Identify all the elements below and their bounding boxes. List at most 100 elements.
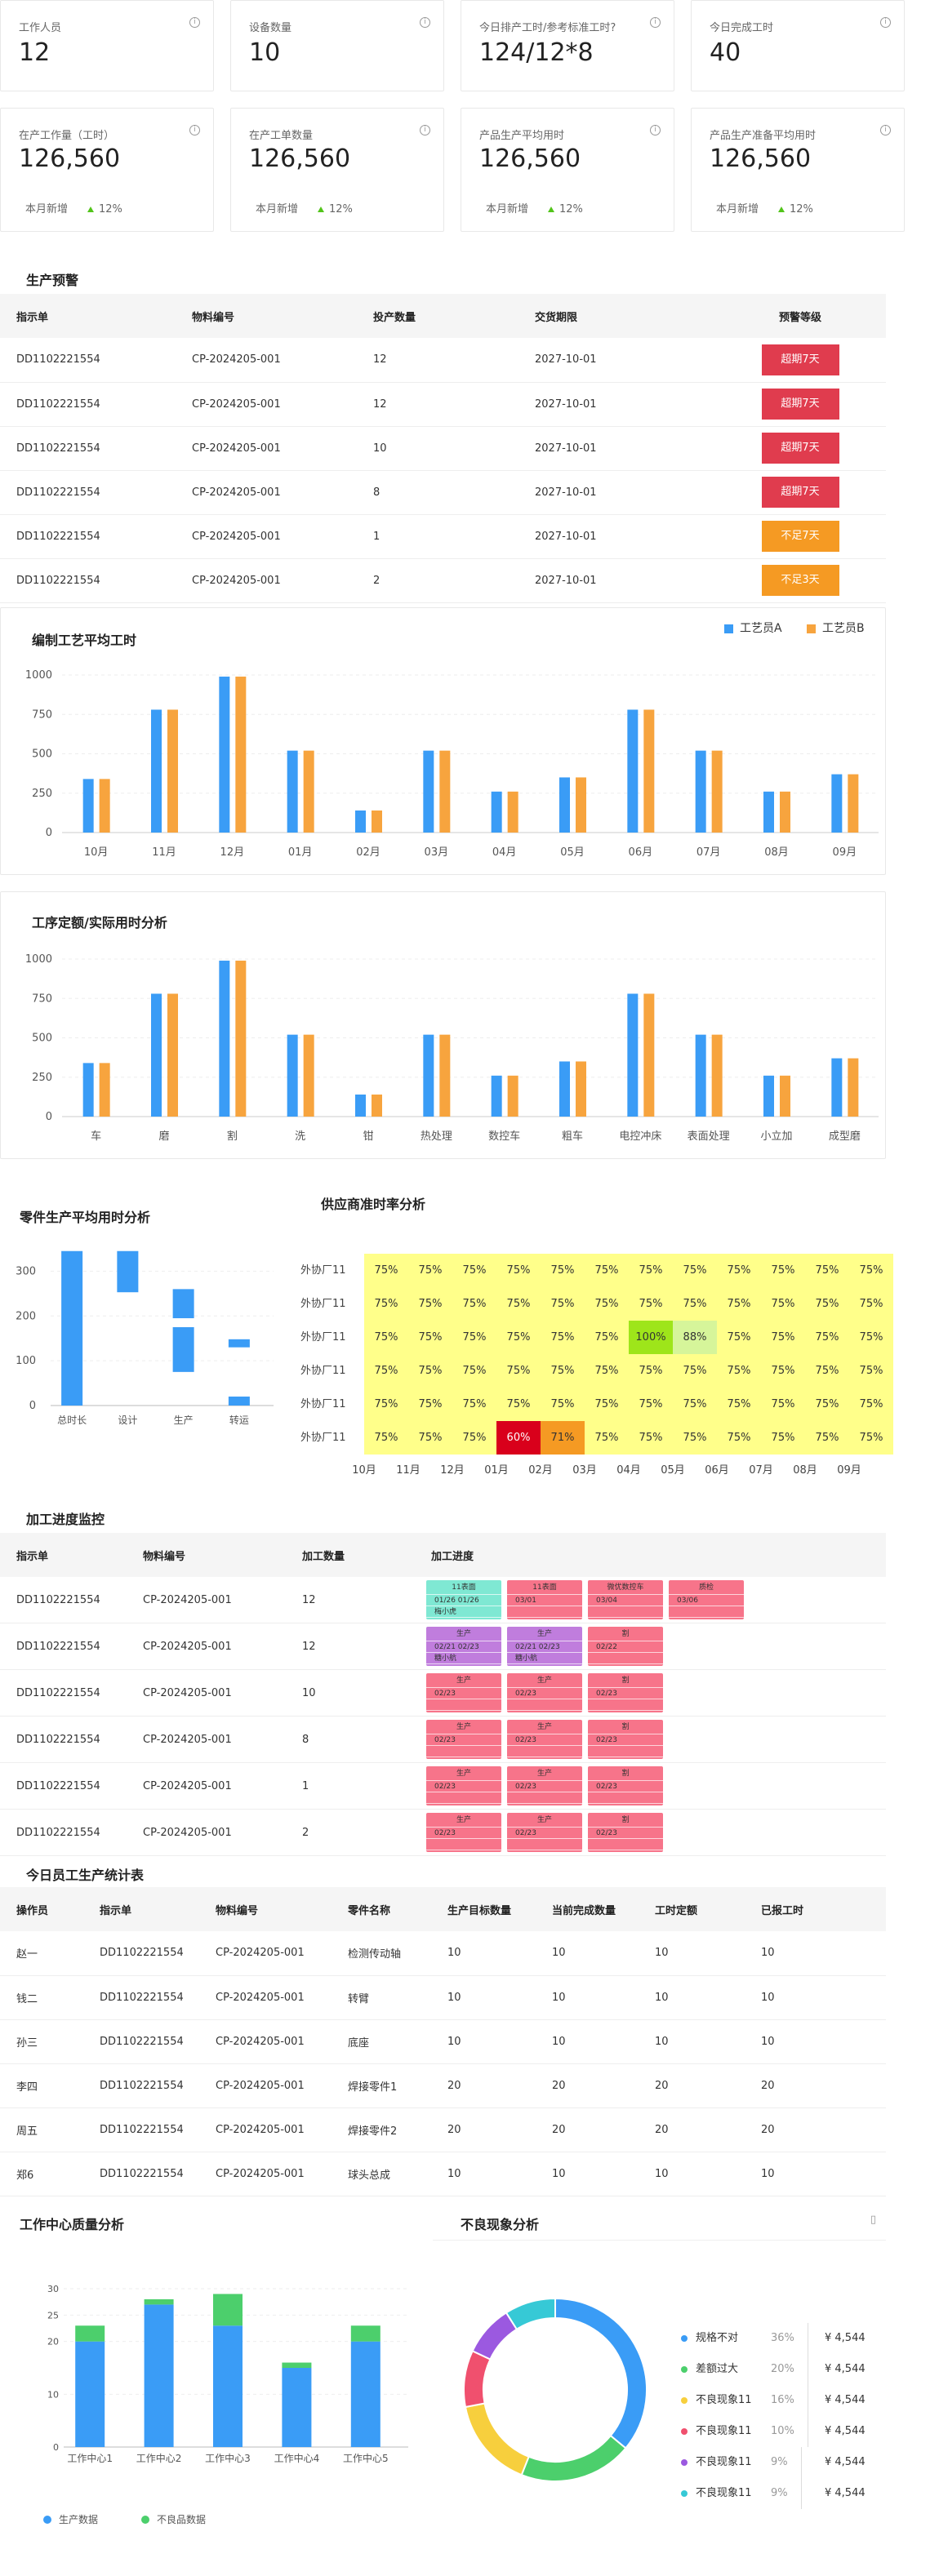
heatmap-cell[interactable]: 75% <box>761 1321 805 1354</box>
progress-step[interactable]: 生产 02/23 <box>507 1813 582 1852</box>
heatmap-cell[interactable]: 75% <box>585 1388 629 1421</box>
table-row[interactable]: DD1102221554 CP-2024205-001 10 2027-10-01 超期… <box>0 426 886 471</box>
progress-step[interactable]: 割 02/23 <box>588 1766 663 1805</box>
heatmap-cell[interactable]: 75% <box>408 1287 452 1321</box>
heatmap-cell[interactable]: 75% <box>541 1388 585 1421</box>
heatmap-cell[interactable]: 75% <box>805 1421 849 1455</box>
heatmap-cell[interactable]: 75% <box>408 1388 452 1421</box>
heatmap-cell[interactable]: 75% <box>452 1321 496 1354</box>
info-icon[interactable]: i <box>189 125 200 135</box>
progress-step[interactable]: 11表面 01/26 01/26 梅小虎 <box>426 1580 501 1619</box>
legend-row[interactable]: 不良现象11 16% ¥ 4,544 <box>681 2385 877 2416</box>
progress-step[interactable]: 生产 02/23 <box>426 1720 501 1759</box>
heatmap-cell[interactable]: 75% <box>673 1388 717 1421</box>
table-row[interactable]: DD1102221554 CP-2024205-001 12 2027-10-01 超期… <box>0 382 886 427</box>
heatmap-cell[interactable]: 75% <box>761 1254 805 1287</box>
heatmap-cell[interactable]: 75% <box>805 1354 849 1388</box>
donut-slice[interactable] <box>463 2349 492 2409</box>
heatmap-cell[interactable]: 75% <box>364 1321 408 1354</box>
progress-step[interactable]: 11表面 03/01 <box>507 1580 582 1619</box>
donut-slice[interactable] <box>554 2297 648 2449</box>
info-icon[interactable]: i <box>650 17 661 28</box>
legend-row[interactable]: 不良现象11 10% ¥ 4,544 <box>681 2416 877 2447</box>
heatmap-cell[interactable]: 75% <box>805 1254 849 1287</box>
table-row[interactable]: 钱二 DD1102221554 CP-2024205-001 转臂 10 10 10 10 <box>0 1975 886 2020</box>
heatmap-cell[interactable]: 100% <box>629 1321 673 1354</box>
legend-row[interactable]: 规格不对 36% ¥ 4,544 <box>681 2323 877 2354</box>
heatmap-cell[interactable]: 75% <box>585 1321 629 1354</box>
legend-row[interactable]: 不良现象11 9% ¥ 4,544 <box>681 2478 877 2509</box>
progress-step[interactable]: 割 02/23 <box>588 1813 663 1852</box>
heatmap-cell[interactable]: 75% <box>761 1354 805 1388</box>
heatmap-cell[interactable]: 75% <box>761 1287 805 1321</box>
heatmap-cell[interactable]: 75% <box>629 1421 673 1455</box>
heatmap-cell[interactable]: 75% <box>452 1287 496 1321</box>
heatmap-cell[interactable]: 75% <box>849 1254 893 1287</box>
progress-step[interactable]: 微优数控车 03/04 <box>588 1580 663 1619</box>
heatmap-cell[interactable]: 60% <box>496 1421 541 1455</box>
legend-row[interactable]: 不良现象11 9% ¥ 4,544 <box>681 2447 877 2478</box>
heatmap-cell[interactable]: 75% <box>364 1354 408 1388</box>
heatmap-cell[interactable]: 75% <box>717 1354 761 1388</box>
heatmap-cell[interactable]: 75% <box>541 1354 585 1388</box>
heatmap-cell[interactable]: 75% <box>673 1421 717 1455</box>
donut-slice[interactable] <box>464 2402 530 2476</box>
progress-step[interactable]: 生产 02/23 <box>507 1673 582 1712</box>
heatmap-cell[interactable]: 75% <box>849 1421 893 1455</box>
heatmap-cell[interactable]: 75% <box>673 1254 717 1287</box>
heatmap-cell[interactable]: 75% <box>452 1421 496 1455</box>
progress-step[interactable]: 生产 02/23 <box>507 1766 582 1805</box>
table-row[interactable]: DD1102221554 CP-2024205-001 10 生产 02/23 生产 02/… <box>0 1669 886 1717</box>
progress-step[interactable]: 生产 02/23 <box>426 1673 501 1712</box>
legend-row[interactable]: 差额过大 20% ¥ 4,544 <box>681 2354 877 2385</box>
heatmap-cell[interactable]: 75% <box>629 1354 673 1388</box>
heatmap-cell[interactable]: 75% <box>805 1388 849 1421</box>
heatmap-cell[interactable]: 75% <box>805 1287 849 1321</box>
progress-step[interactable]: 生产 02/23 <box>507 1720 582 1759</box>
heatmap-cell[interactable]: 88% <box>673 1321 717 1354</box>
heatmap-cell[interactable]: 75% <box>408 1421 452 1455</box>
heatmap-cell[interactable]: 75% <box>585 1254 629 1287</box>
heatmap-cell[interactable]: 75% <box>496 1254 541 1287</box>
progress-step[interactable]: 割 02/22 <box>588 1627 663 1666</box>
table-row[interactable]: DD1102221554 CP-2024205-001 12 2027-10-01 超期… <box>0 338 886 383</box>
heatmap-cell[interactable]: 75% <box>761 1421 805 1455</box>
heatmap-cell[interactable]: 75% <box>585 1421 629 1455</box>
progress-step[interactable]: 生产 02/23 <box>426 1766 501 1805</box>
heatmap-cell[interactable]: 75% <box>717 1287 761 1321</box>
heatmap-cell[interactable]: 75% <box>541 1321 585 1354</box>
progress-step[interactable]: 生产 02/21 02/23 糖小航 <box>426 1627 501 1666</box>
table-row[interactable]: DD1102221554 CP-2024205-001 2 生产 02/23 生产 02/2… <box>0 1809 886 1856</box>
heatmap-cell[interactable]: 75% <box>849 1321 893 1354</box>
heatmap-cell[interactable]: 75% <box>585 1287 629 1321</box>
heatmap-cell[interactable]: 75% <box>629 1388 673 1421</box>
heatmap-cell[interactable]: 75% <box>717 1254 761 1287</box>
progress-step[interactable]: 生产 02/21 02/23 糖小航 <box>507 1627 582 1666</box>
heatmap-cell[interactable]: 75% <box>585 1354 629 1388</box>
heatmap-cell[interactable]: 75% <box>496 1321 541 1354</box>
heatmap-cell[interactable]: 75% <box>541 1287 585 1321</box>
heatmap-cell[interactable]: 75% <box>364 1388 408 1421</box>
menu-icon[interactable]: ▯ <box>870 2214 876 2226</box>
heatmap-cell[interactable]: 75% <box>452 1254 496 1287</box>
table-row[interactable]: 赵一 DD1102221554 CP-2024205-001 检测传动轴 10 10 10 1… <box>0 1931 886 1976</box>
heatmap-cell[interactable]: 75% <box>364 1254 408 1287</box>
info-icon[interactable]: i <box>650 125 661 135</box>
heatmap-cell[interactable]: 75% <box>717 1421 761 1455</box>
heatmap-cell[interactable]: 75% <box>717 1388 761 1421</box>
table-row[interactable]: DD1102221554 CP-2024205-001 12 生产 02/21 02/2… <box>0 1623 886 1670</box>
donut-slice[interactable] <box>520 2434 627 2482</box>
info-icon[interactable]: i <box>880 125 891 135</box>
heatmap-cell[interactable]: 75% <box>364 1287 408 1321</box>
heatmap-cell[interactable]: 75% <box>408 1354 452 1388</box>
heatmap-cell[interactable]: 75% <box>364 1421 408 1455</box>
table-row[interactable]: DD1102221554 CP-2024205-001 8 生产 02/23 生产 02/2… <box>0 1716 886 1763</box>
heatmap-cell[interactable]: 75% <box>849 1354 893 1388</box>
heatmap-cell[interactable]: 75% <box>496 1354 541 1388</box>
table-row[interactable]: DD1102221554 CP-2024205-001 1 2027-10-01 不足7… <box>0 514 886 559</box>
heatmap-cell[interactable]: 75% <box>673 1354 717 1388</box>
heatmap-cell[interactable]: 75% <box>629 1287 673 1321</box>
table-row[interactable]: 李四 DD1102221554 CP-2024205-001 焊接零件1 20 20 20 2… <box>0 2063 886 2108</box>
info-icon[interactable]: i <box>880 17 891 28</box>
donut-slice[interactable] <box>505 2297 556 2331</box>
